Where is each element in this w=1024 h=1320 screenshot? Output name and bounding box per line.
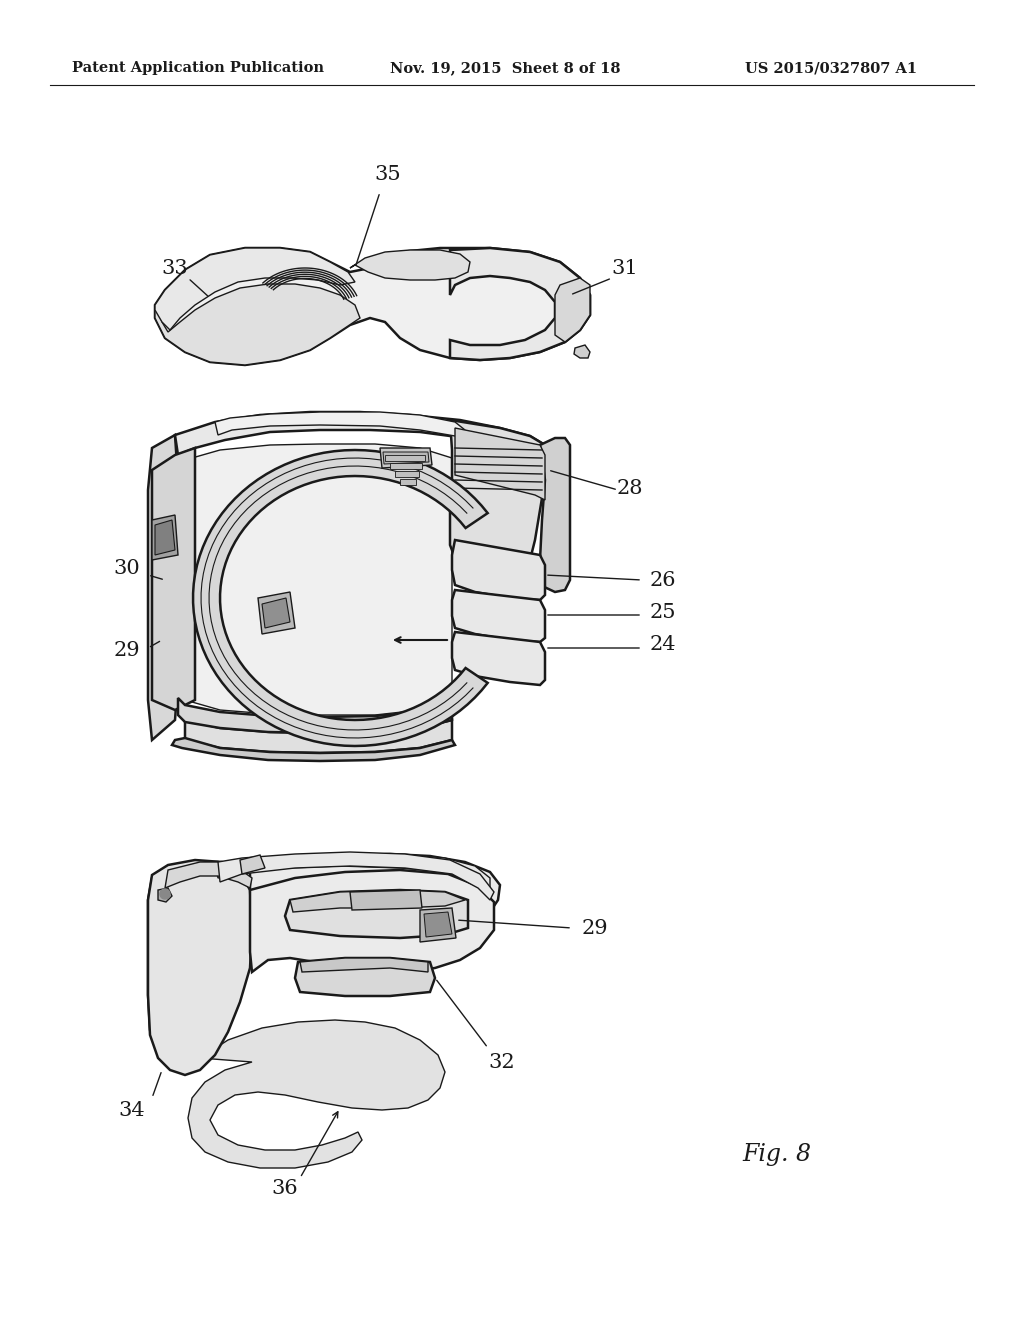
Text: 36: 36	[271, 1179, 298, 1197]
Polygon shape	[452, 632, 545, 685]
Polygon shape	[455, 428, 545, 500]
Polygon shape	[152, 515, 178, 560]
Polygon shape	[178, 698, 452, 733]
Polygon shape	[574, 345, 590, 358]
Polygon shape	[380, 447, 432, 469]
Text: 29: 29	[114, 640, 140, 660]
Polygon shape	[215, 412, 465, 436]
Polygon shape	[452, 590, 545, 642]
Polygon shape	[350, 249, 470, 280]
Polygon shape	[285, 890, 468, 939]
Polygon shape	[395, 471, 419, 477]
Polygon shape	[248, 854, 500, 940]
Text: 24: 24	[650, 635, 677, 653]
Text: Fig. 8: Fig. 8	[742, 1143, 811, 1167]
Polygon shape	[148, 861, 252, 1074]
Polygon shape	[155, 248, 590, 366]
Polygon shape	[155, 520, 175, 554]
Polygon shape	[262, 598, 290, 628]
Text: Nov. 19, 2015  Sheet 8 of 18: Nov. 19, 2015 Sheet 8 of 18	[390, 61, 621, 75]
Polygon shape	[295, 958, 435, 997]
Polygon shape	[158, 888, 172, 902]
Polygon shape	[215, 854, 490, 888]
Text: 29: 29	[582, 919, 608, 937]
Polygon shape	[390, 463, 422, 469]
Text: 30: 30	[114, 558, 140, 578]
Polygon shape	[350, 890, 422, 909]
Polygon shape	[300, 958, 428, 972]
Polygon shape	[450, 248, 590, 360]
Polygon shape	[165, 862, 252, 888]
Text: 35: 35	[375, 165, 401, 185]
Polygon shape	[188, 1020, 445, 1168]
Polygon shape	[450, 420, 545, 576]
Polygon shape	[383, 451, 429, 465]
Text: 34: 34	[119, 1101, 145, 1119]
Circle shape	[160, 888, 170, 899]
Polygon shape	[400, 479, 416, 484]
Polygon shape	[240, 855, 265, 874]
Polygon shape	[185, 444, 452, 715]
Text: 25: 25	[650, 602, 677, 622]
Polygon shape	[290, 890, 465, 912]
Polygon shape	[218, 851, 494, 900]
Polygon shape	[540, 438, 570, 591]
Polygon shape	[185, 719, 452, 752]
Polygon shape	[424, 912, 452, 937]
Polygon shape	[172, 738, 455, 762]
Text: 31: 31	[611, 259, 638, 277]
Polygon shape	[194, 450, 487, 746]
Polygon shape	[258, 591, 295, 634]
Polygon shape	[175, 412, 545, 455]
Polygon shape	[148, 436, 178, 741]
Polygon shape	[452, 540, 545, 601]
Polygon shape	[250, 870, 494, 972]
Polygon shape	[148, 862, 252, 1072]
Text: Patent Application Publication: Patent Application Publication	[72, 61, 324, 75]
Polygon shape	[155, 248, 355, 330]
Text: 33: 33	[162, 259, 188, 277]
Text: 26: 26	[650, 570, 677, 590]
Polygon shape	[555, 279, 590, 342]
Polygon shape	[155, 284, 360, 366]
Text: US 2015/0327807 A1: US 2015/0327807 A1	[745, 61, 918, 75]
Text: 28: 28	[616, 479, 643, 498]
Polygon shape	[420, 908, 456, 942]
Polygon shape	[152, 447, 195, 710]
Polygon shape	[385, 455, 425, 461]
Text: 32: 32	[488, 1052, 515, 1072]
